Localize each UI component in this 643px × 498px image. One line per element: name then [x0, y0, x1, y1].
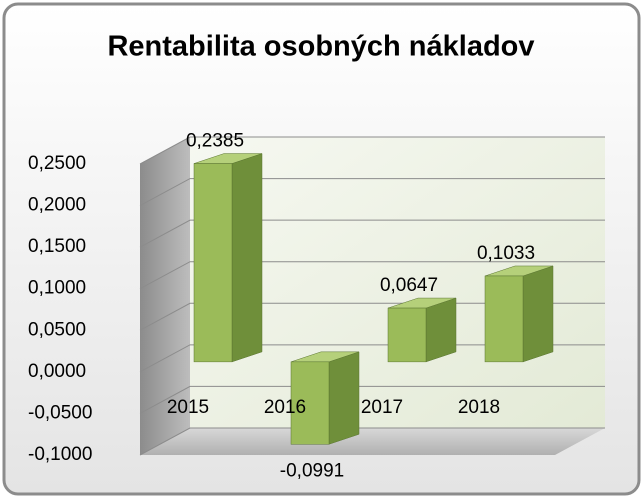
value-label: 0,1033 [477, 243, 535, 264]
x-tick-label: 2016 [264, 397, 306, 418]
x-tick-label: 2017 [361, 397, 403, 418]
bar-side [522, 265, 554, 363]
grid-line [139, 302, 605, 331]
y-tick-label: -0,0500 [28, 402, 92, 423]
grid-line [139, 344, 605, 373]
grid-line [139, 385, 605, 414]
value-label: 0,0647 [380, 275, 438, 296]
grid-line [139, 178, 605, 207]
x-tick-label: 2018 [458, 397, 500, 418]
y-tick-label: 0,2000 [28, 195, 86, 216]
grid-line [139, 427, 605, 456]
floor [140, 428, 605, 455]
y-tick-label: 0,1500 [28, 236, 86, 257]
y-tick-label: 0,2500 [28, 153, 86, 174]
y-tick-label: 0,0000 [28, 361, 86, 382]
grid-line [139, 136, 605, 165]
chart-title: Rentabilita osobných nákladov [107, 31, 534, 63]
bar-side [425, 297, 457, 363]
bar-side [231, 153, 263, 363]
value-label: -0,0991 [280, 460, 344, 481]
bar [193, 163, 233, 363]
bar-side [328, 351, 360, 445]
bar [290, 361, 330, 445]
y-tick-label: -0,1000 [28, 444, 92, 465]
x-tick-label: 2015 [167, 397, 209, 418]
value-label: 0,2385 [186, 131, 244, 152]
bar [484, 275, 524, 363]
grid-line [139, 219, 605, 248]
bar [387, 307, 427, 363]
y-tick-label: 0,1000 [28, 278, 86, 299]
y-tick-label: 0,0500 [28, 319, 86, 340]
side-wall [140, 137, 190, 455]
grid-line [139, 261, 605, 290]
